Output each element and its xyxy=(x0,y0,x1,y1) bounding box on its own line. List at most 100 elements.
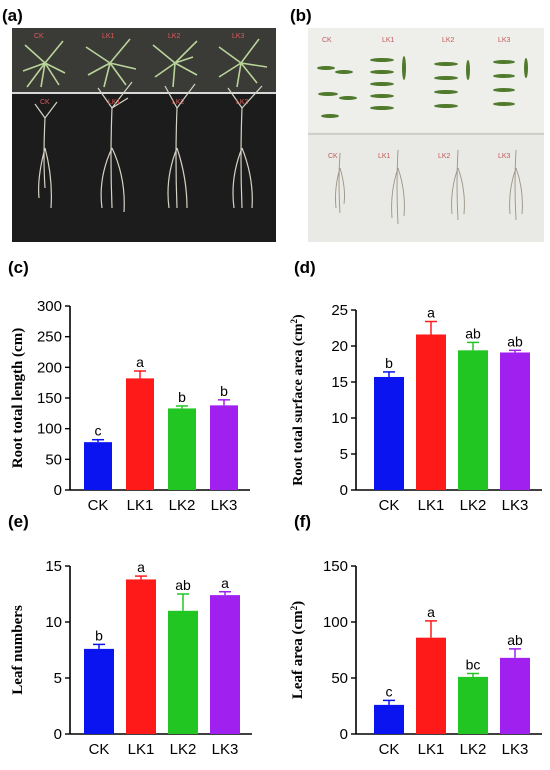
significance-label: b xyxy=(178,389,186,405)
panel-e-label: (e) xyxy=(8,512,29,531)
y-tick-label: 100 xyxy=(323,614,348,631)
y-tick-label: 0 xyxy=(340,482,348,499)
photo-b-bottom-tag-ck: CK xyxy=(328,153,338,160)
x-tick-label: LK1 xyxy=(418,741,445,758)
photo-b-bottom-tag-lk3: LK3 xyxy=(498,153,511,160)
photo-a-top-tag-lk2: LK2 xyxy=(168,33,181,40)
significance-label: b xyxy=(220,383,228,399)
y-tick-label: 5 xyxy=(340,446,348,463)
y-axis-label: Leaf area (cm2) xyxy=(289,601,306,699)
leaves-illustration xyxy=(317,56,528,118)
bar-lk1 xyxy=(416,637,446,734)
panel-c-label: (c) xyxy=(8,258,29,277)
x-tick-label: LK1 xyxy=(418,497,445,510)
x-tick-label: CK xyxy=(379,497,400,510)
y-tick-label: 100 xyxy=(37,421,62,438)
x-tick-label: LK2 xyxy=(170,741,197,758)
y-tick-label: 200 xyxy=(37,359,62,376)
bar-lk2 xyxy=(168,610,198,734)
photo-b-bottom-tag-lk1: LK1 xyxy=(378,153,391,160)
photo-b-svg: CK LK1 LK2 LK3 CK LK1 LK2 LK3 xyxy=(308,28,544,242)
panel-a-label: (a) xyxy=(2,6,23,25)
x-tick-label: LK1 xyxy=(127,497,154,510)
bar-lk2 xyxy=(168,408,196,490)
bar-lk3 xyxy=(210,405,238,490)
y-axis-label-end: ) xyxy=(291,314,306,319)
x-tick-label: LK3 xyxy=(212,741,239,758)
significance-label: b xyxy=(385,355,393,371)
bar-lk1 xyxy=(416,334,446,490)
bar-lk3 xyxy=(210,595,240,734)
photo-b-bottom-tag-lk2: LK2 xyxy=(438,153,451,160)
x-tick-label: CK xyxy=(379,741,400,758)
significance-label: a xyxy=(427,305,435,321)
x-tick-label: LK1 xyxy=(128,741,155,758)
y-axis-label: Leaf numbers xyxy=(10,605,26,695)
y-tick-label: 15 xyxy=(45,558,62,575)
bar-lk1 xyxy=(126,378,154,490)
significance-label: bc xyxy=(466,657,481,673)
significance-label: c xyxy=(95,423,102,439)
photo-a-bottom-tag-lk2: LK2 xyxy=(172,99,185,106)
y-tick-label: 10 xyxy=(45,614,62,631)
photo-a-bottom-tag-lk3: LK3 xyxy=(236,99,249,106)
significance-label: a xyxy=(221,575,229,591)
panel-b-label: (b) xyxy=(290,6,312,25)
bar-ck xyxy=(374,704,404,734)
x-tick-label: LK2 xyxy=(460,741,487,758)
x-tick-label: CK xyxy=(88,497,109,510)
y-axis-label-sup: 2 xyxy=(289,605,299,610)
y-tick-label: 0 xyxy=(340,726,348,743)
x-tick-label: LK3 xyxy=(502,497,529,510)
bar-lk2 xyxy=(458,676,488,734)
bar-lk2 xyxy=(458,350,488,490)
roots-b-illustration xyxy=(335,149,523,225)
photo-b-top-tag-lk2: LK2 xyxy=(442,37,455,44)
bar-ck xyxy=(84,648,114,734)
bar-lk3 xyxy=(500,657,530,734)
chart-root-total-length: 0 50 100 150 200 250 300 Root total length (cm)… xyxy=(10,298,250,510)
significance-label: c xyxy=(386,683,393,699)
y-tick-label: 5 xyxy=(54,670,62,687)
photo-a-svg: CK LK1 LK2 LK3 CK LK1 LK2 LK3 xyxy=(12,28,276,242)
seedling-top-illustration xyxy=(22,38,268,88)
chart-leaf-numbers: 0 5 10 15 Leaf numbers b CK a LK1 ab LK2 a LK3 xyxy=(10,558,252,758)
x-tick-label: LK2 xyxy=(460,497,487,510)
y-tick-label: 10 xyxy=(331,410,348,427)
significance-label: a xyxy=(427,604,435,620)
photo-panel-b: CK LK1 LK2 LK3 CK LK1 LK2 LK3 xyxy=(308,28,544,242)
significance-label: b xyxy=(95,627,103,643)
y-tick-label: 150 xyxy=(323,558,348,575)
y-tick-label: 20 xyxy=(331,338,348,355)
significance-label: a xyxy=(137,559,145,575)
y-tick-label: 0 xyxy=(54,726,62,743)
bar-lk1 xyxy=(126,579,156,734)
x-tick-label: LK3 xyxy=(211,497,238,510)
photo-b-top-tag-ck: CK xyxy=(322,37,332,44)
photo-a-bottom-tag-lk1: LK1 xyxy=(108,99,121,106)
y-tick-label: 150 xyxy=(37,390,62,407)
y-tick-label: 50 xyxy=(45,451,62,468)
panel-f-label: (f) xyxy=(294,512,311,531)
bar-lk3 xyxy=(500,352,530,490)
y-tick-label: 0 xyxy=(54,482,62,499)
photo-b-top-tag-lk3: LK3 xyxy=(498,37,511,44)
y-tick-label: 25 xyxy=(331,302,348,319)
y-tick-label: 50 xyxy=(331,670,348,687)
y-axis-label-sup: 2 xyxy=(289,318,299,323)
y-tick-label: 300 xyxy=(37,298,62,315)
photo-b-top-tag-lk1: LK1 xyxy=(382,37,395,44)
x-tick-label: LK2 xyxy=(169,497,196,510)
y-axis-label-end: ) xyxy=(290,601,306,606)
photo-a-top-tag-ck: CK xyxy=(34,33,44,40)
y-axis-label: Root total surface area (cm2) xyxy=(289,314,306,486)
x-tick-label: CK xyxy=(89,741,110,758)
bar-ck xyxy=(84,442,112,490)
significance-label: ab xyxy=(465,325,481,341)
x-tick-label: LK3 xyxy=(502,741,529,758)
significance-label: a xyxy=(136,354,144,370)
y-axis-label: Root total length (cm) xyxy=(10,328,26,468)
y-tick-label: 250 xyxy=(37,329,62,346)
y-tick-label: 15 xyxy=(331,374,348,391)
chart-root-surface-area: 0 5 10 15 20 25 Root total surface area (cm2) b… xyxy=(289,302,542,510)
